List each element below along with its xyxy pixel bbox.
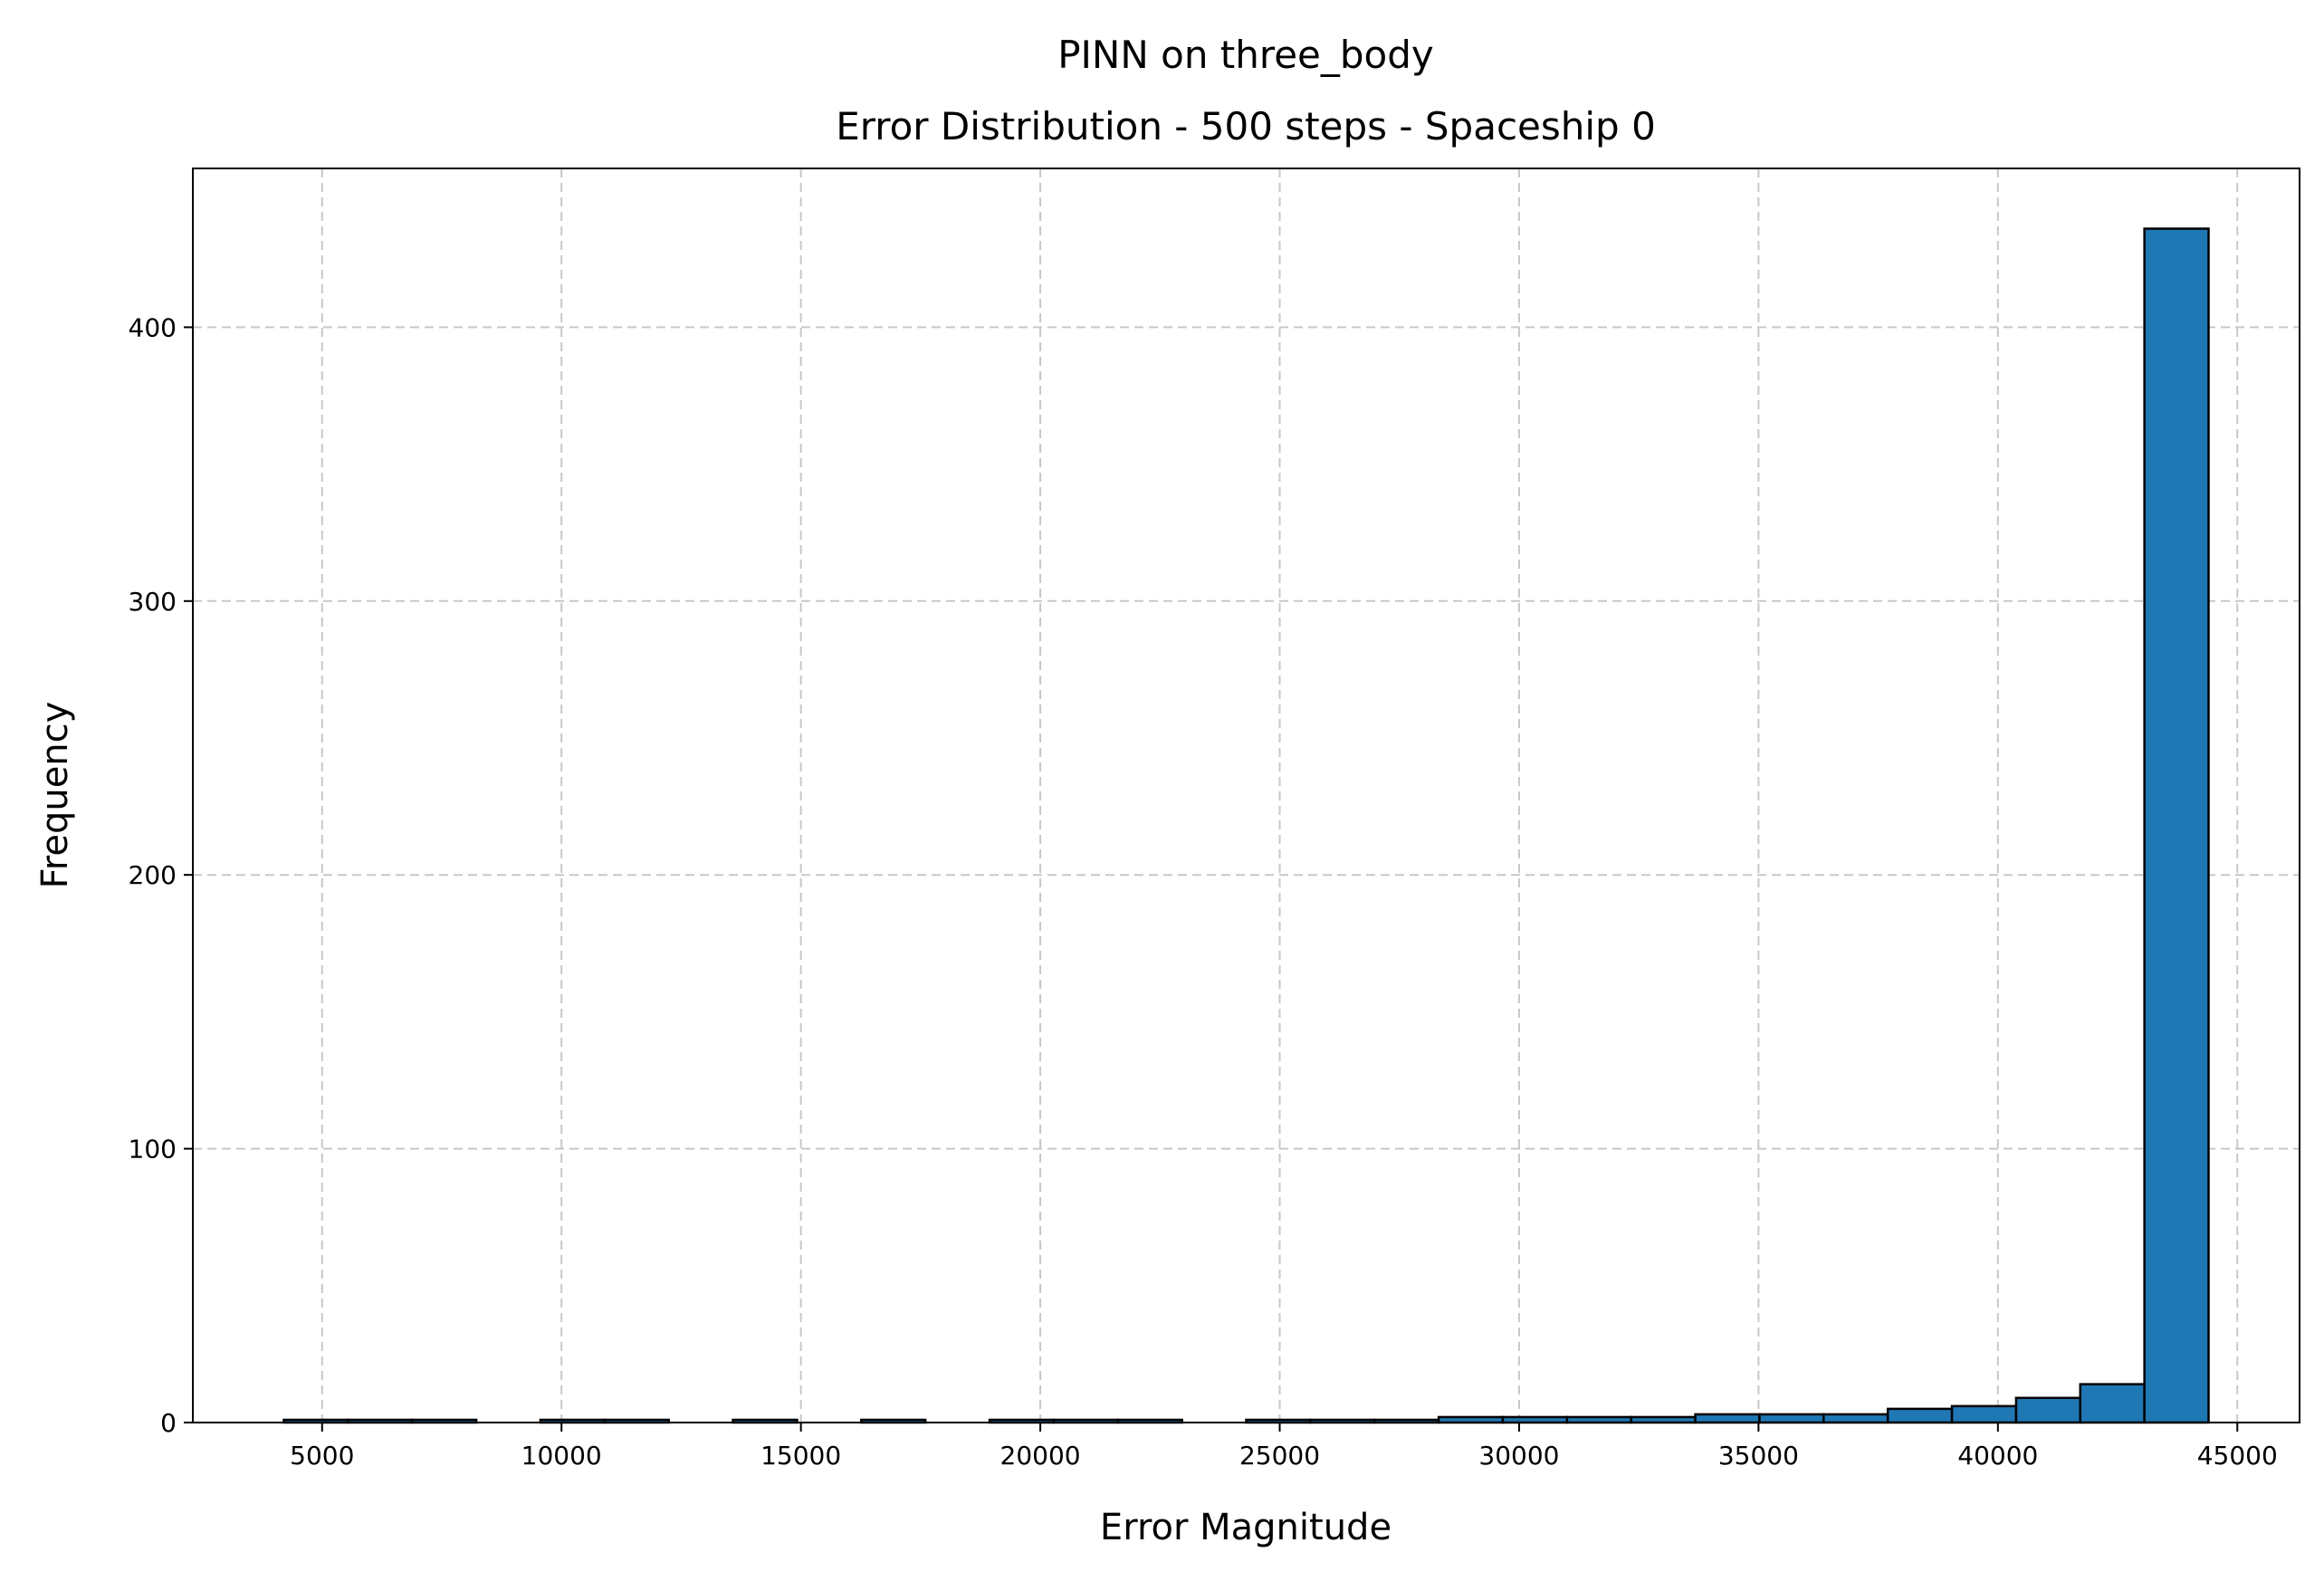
x-axis-label: Error Magnitude — [1100, 1507, 1392, 1548]
y-tick-label-2: 200 — [129, 860, 177, 890]
y-tick-label-0: 0 — [160, 1408, 177, 1438]
x-ticks: 5000 10000 15000 20000 25000 30000 35000 40000 4… — [290, 1423, 2278, 1471]
y-tick-label-3: 300 — [129, 587, 177, 617]
y-tick-label-4: 400 — [129, 312, 177, 342]
x-tick-label-2: 15000 — [760, 1441, 841, 1471]
x-tick-label-4: 25000 — [1239, 1441, 1320, 1471]
y-ticks: 0 100 200 300 400 — [129, 312, 193, 1438]
x-tick-label-5: 30000 — [1478, 1441, 1559, 1471]
x-tick-label-0: 5000 — [290, 1441, 354, 1471]
y-tick-label-1: 100 — [129, 1135, 177, 1164]
bars — [282, 227, 2210, 1424]
histogram-bar-28 — [2079, 1383, 2146, 1424]
histogram-bar-24 — [1822, 1413, 1889, 1424]
histogram-bar-22 — [1694, 1413, 1761, 1424]
histogram-bar-27 — [2014, 1396, 2082, 1424]
x-tick-label-1: 10000 — [521, 1441, 602, 1471]
grid-lines — [193, 168, 2300, 1423]
histogram-bar-23 — [1758, 1413, 1825, 1424]
x-tick-label-7: 40000 — [1957, 1441, 2038, 1471]
histogram-bar-26 — [1950, 1404, 2018, 1424]
histogram-bar-29 — [2143, 227, 2210, 1424]
x-tick-label-8: 45000 — [2197, 1441, 2278, 1471]
chart-subtitle: Error Distribution - 500 steps - Spacesh… — [836, 104, 1656, 149]
x-tick-label-6: 35000 — [1718, 1441, 1799, 1471]
y-axis-label: Frequency — [34, 702, 76, 889]
histogram-bar-25 — [1886, 1407, 1954, 1424]
x-tick-label-3: 20000 — [1000, 1441, 1081, 1471]
chart-title: PINN on three_body — [1057, 33, 1434, 77]
plot-area-frame — [192, 168, 2300, 1423]
